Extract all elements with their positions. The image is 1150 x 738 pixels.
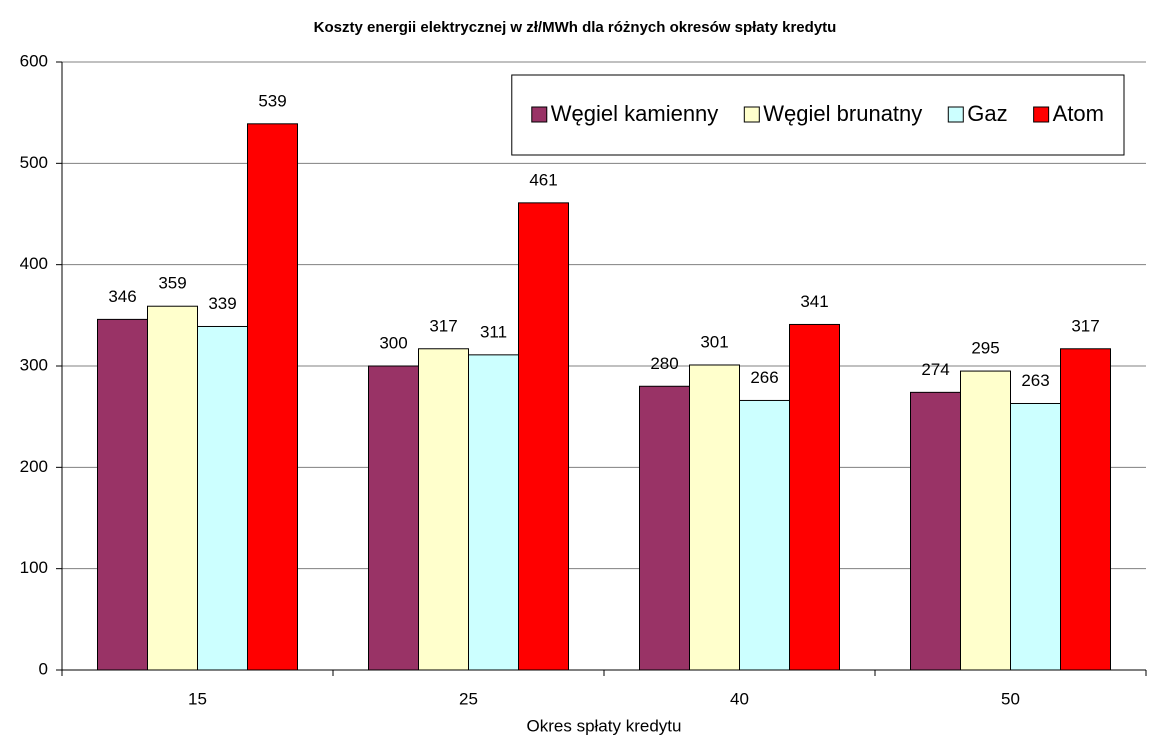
bar xyxy=(518,202,569,671)
data-label: 266 xyxy=(750,368,778,387)
bar xyxy=(468,354,519,671)
y-tick-label: 300 xyxy=(20,355,48,374)
y-tick-label: 200 xyxy=(20,457,48,476)
legend-label: Gaz xyxy=(967,101,1007,126)
data-label: 300 xyxy=(379,333,407,352)
data-label: 539 xyxy=(258,91,286,110)
bar xyxy=(247,123,298,671)
bar xyxy=(739,399,790,671)
legend-swatch xyxy=(743,106,760,123)
bar xyxy=(197,325,248,671)
data-label: 346 xyxy=(108,287,136,306)
y-tick-label: 500 xyxy=(20,153,48,172)
data-label: 311 xyxy=(480,322,507,341)
legend-label: Atom xyxy=(1053,101,1104,126)
x-tick-label: 50 xyxy=(1001,689,1020,708)
data-label: 339 xyxy=(208,294,236,313)
x-tick-label: 15 xyxy=(188,689,207,708)
x-axis-label: Okres spłaty kredytu xyxy=(527,716,682,735)
data-label: 263 xyxy=(1021,371,1049,390)
legend-swatch xyxy=(1033,106,1050,123)
data-label: 301 xyxy=(700,332,728,351)
bar xyxy=(418,348,469,671)
legend-box xyxy=(511,74,1125,156)
y-tick-label: 600 xyxy=(20,51,48,70)
y-tick-label: 0 xyxy=(39,659,48,678)
legend-label: Węgiel brunatny xyxy=(763,101,922,126)
x-tick-label: 40 xyxy=(730,689,749,708)
bar xyxy=(960,370,1011,671)
bar xyxy=(1060,348,1111,671)
data-label: 461 xyxy=(529,170,557,189)
bar xyxy=(689,364,740,671)
data-label: 341 xyxy=(800,292,828,311)
bar xyxy=(910,391,961,671)
legend-swatch xyxy=(531,106,548,123)
bar xyxy=(147,305,198,671)
data-label: 317 xyxy=(1071,316,1099,335)
bar xyxy=(1010,402,1061,671)
data-label: 280 xyxy=(650,354,678,373)
bar xyxy=(639,385,690,671)
bar xyxy=(97,318,148,671)
x-tick-label: 25 xyxy=(459,689,478,708)
data-label: 295 xyxy=(971,339,999,358)
legend-swatch xyxy=(947,106,964,123)
y-tick-label: 400 xyxy=(20,254,48,273)
bar xyxy=(789,323,840,671)
data-label: 274 xyxy=(921,360,949,379)
data-label: 359 xyxy=(158,274,186,293)
bar xyxy=(368,365,419,671)
y-tick-label: 100 xyxy=(20,558,48,577)
chart-title: Koszty energii elektrycznej w zł/MWh dla… xyxy=(314,19,837,36)
legend-label: Węgiel kamienny xyxy=(551,101,719,126)
data-label: 317 xyxy=(429,316,457,335)
